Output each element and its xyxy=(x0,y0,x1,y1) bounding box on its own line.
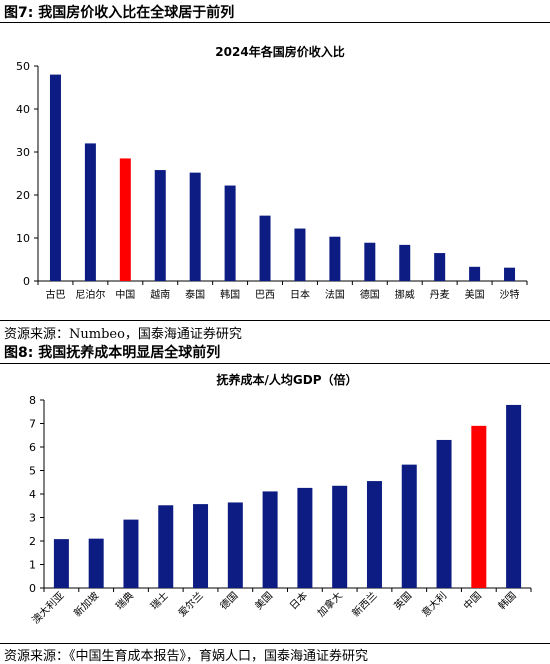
category-label: 韩国 xyxy=(495,589,518,612)
category-label: 美国 xyxy=(465,288,485,301)
chart-title: 抚养成本/人均GDP（倍） xyxy=(217,372,358,387)
y-tick-label: 50 xyxy=(16,60,30,73)
category-label: 瑞典 xyxy=(113,589,136,612)
category-label: 爱尔兰 xyxy=(175,589,205,619)
y-tick-label: 40 xyxy=(16,103,30,116)
category-label: 中国 xyxy=(115,288,135,301)
bar-3 xyxy=(123,519,139,588)
category-label: 意大利 xyxy=(419,589,449,619)
bar-2 xyxy=(84,143,96,281)
bar-7 xyxy=(262,491,278,588)
y-tick-label: 4 xyxy=(29,488,36,501)
bar-7 xyxy=(259,215,271,281)
figure-7-title: 图7: 我国房价收入比在全球居于前列 xyxy=(4,5,235,21)
category-label: 古巴 xyxy=(45,288,65,301)
category-label: 新西兰 xyxy=(349,589,379,619)
figure-8-title: 图8: 我国抚养成本明显居全球前列 xyxy=(4,345,221,361)
category-label: 英国 xyxy=(391,589,414,612)
bar-4 xyxy=(154,170,166,281)
bar-12 xyxy=(436,439,452,588)
bar-13 xyxy=(469,266,481,281)
figure-7-top-rule xyxy=(0,22,550,23)
bar-8 xyxy=(297,487,313,588)
bar-1 xyxy=(53,539,69,588)
category-label: 加拿大 xyxy=(314,589,344,619)
chart-title: 2024年各国房价收入比 xyxy=(215,44,344,59)
bar-12 xyxy=(434,253,446,281)
category-label: 美国 xyxy=(252,589,275,612)
figure-8-source: 资源来源：《中国生育成本报告》，育娲人口，国泰海通证券研究 xyxy=(4,649,369,664)
category-label: 新加坡 xyxy=(71,589,101,619)
category-label: 尼泊尔 xyxy=(75,288,105,301)
bar-10 xyxy=(364,242,376,281)
bar-6 xyxy=(227,502,243,588)
bar-11 xyxy=(399,244,411,281)
bar-14 xyxy=(504,267,516,281)
category-label: 德国 xyxy=(217,589,240,612)
y-tick-label: 8 xyxy=(29,394,36,407)
category-label: 丹麦 xyxy=(430,289,450,301)
bar-5 xyxy=(189,172,201,281)
category-label: 日本 xyxy=(287,589,310,612)
bar-4 xyxy=(158,505,174,588)
y-tick-label: 2 xyxy=(29,535,36,548)
y-tick-label: 3 xyxy=(29,512,36,525)
y-tick-label: 10 xyxy=(16,232,30,245)
bar-9 xyxy=(332,485,348,588)
y-tick-label: 20 xyxy=(16,189,30,202)
bar-1 xyxy=(49,74,61,281)
figure-8-bottom-rule xyxy=(0,643,550,644)
category-label: 挪威 xyxy=(395,288,415,301)
bar-9 xyxy=(329,236,341,281)
category-label: 沙特 xyxy=(500,289,520,301)
category-label: 瑞士 xyxy=(148,589,171,612)
y-tick-label: 0 xyxy=(23,275,30,288)
bar-2 xyxy=(88,538,104,588)
category-label: 韩国 xyxy=(220,288,240,301)
category-label: 德国 xyxy=(360,288,380,301)
figure-7-source: 资源来源：Numbeo，国泰海通证券研究 xyxy=(4,327,242,342)
category-label: 中国 xyxy=(461,589,484,612)
y-tick-label: 0 xyxy=(29,582,36,595)
figure-8-top-rule xyxy=(0,363,550,364)
y-tick-label: 6 xyxy=(29,441,36,454)
bar-6 xyxy=(224,185,236,281)
category-label: 日本 xyxy=(290,288,310,301)
bar-11 xyxy=(401,464,417,588)
bar-13 xyxy=(471,425,487,588)
bar-10 xyxy=(366,481,382,588)
category-label: 巴西 xyxy=(255,289,275,301)
chart-house-price-income-ratio: 2024年各国房价收入比 0 10 20 30 40 50 古巴 尼泊尔 中国 越南 泰国 韩国 巴西 日本… xyxy=(16,44,528,301)
category-label: 越南 xyxy=(150,288,170,301)
y-tick-label: 30 xyxy=(16,146,30,159)
bar-8 xyxy=(294,228,306,281)
figure-7-bottom-rule xyxy=(0,320,550,321)
category-label: 法国 xyxy=(325,288,345,301)
y-tick-label: 1 xyxy=(29,559,36,572)
y-tick-label: 5 xyxy=(29,465,36,478)
category-label: 泰国 xyxy=(185,288,205,301)
bar-5 xyxy=(193,504,209,588)
y-tick-label: 7 xyxy=(29,418,36,431)
bar-3 xyxy=(119,158,131,281)
bar-14 xyxy=(506,404,522,588)
